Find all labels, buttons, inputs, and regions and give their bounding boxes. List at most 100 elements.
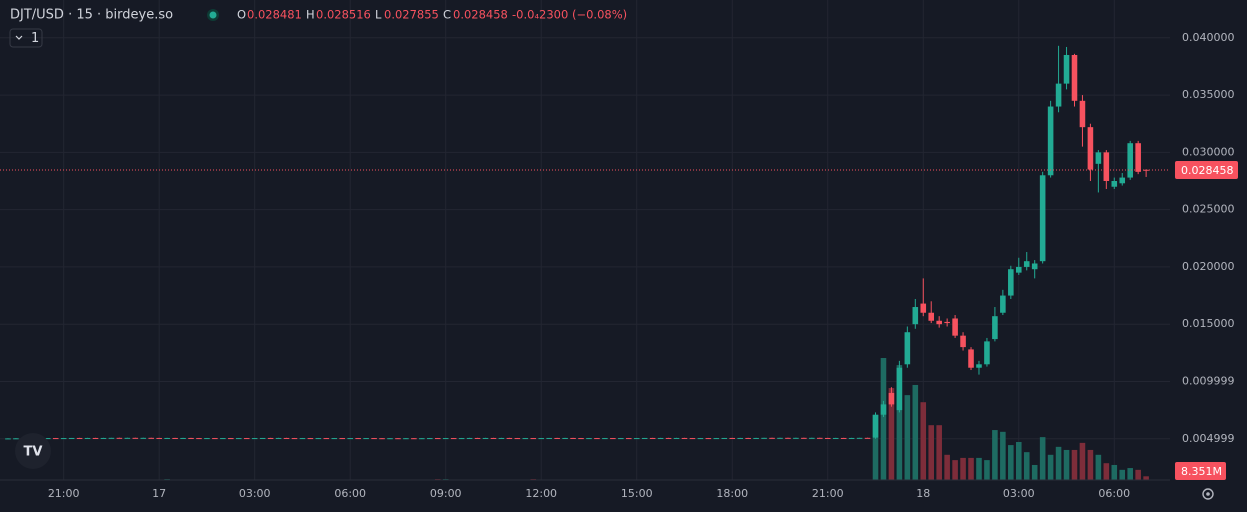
candle-body	[673, 437, 680, 439]
x-tick-label: 06:00	[334, 487, 366, 500]
candle-body	[1111, 181, 1118, 187]
volume-tag	[1175, 462, 1226, 480]
candle-body	[411, 438, 417, 440]
candle-body	[928, 312, 935, 321]
candle-body	[546, 437, 552, 439]
candle-body	[100, 437, 107, 439]
close-label: C	[443, 8, 451, 22]
candle-body	[649, 437, 656, 439]
volume-bar	[1023, 452, 1030, 480]
candle-body	[1095, 152, 1102, 164]
candle-body	[665, 437, 672, 439]
candle-body	[944, 321, 950, 324]
candle-body	[777, 437, 783, 439]
candle-body	[856, 437, 863, 439]
candle-body	[172, 437, 178, 439]
settings-icon[interactable]	[1202, 488, 1214, 500]
candle-body	[498, 437, 505, 439]
low-value: 0.027855	[384, 8, 439, 22]
candle-body	[824, 437, 831, 439]
x-tick-label: 12:00	[525, 487, 557, 500]
y-tick-label: 0.040000	[1182, 31, 1235, 44]
candle-body	[594, 438, 600, 440]
open-label: O	[237, 8, 246, 22]
candle-body	[1015, 266, 1022, 273]
chart-title: DJT/USD · 15 · birdeye.so	[10, 8, 173, 23]
candle-body	[466, 437, 473, 439]
candle-body	[729, 437, 736, 439]
candle-body	[697, 438, 704, 440]
candle-body	[840, 437, 847, 439]
volume-bar	[960, 457, 966, 480]
candle-body	[753, 437, 759, 439]
volume-bar	[984, 460, 990, 480]
candle-body	[307, 438, 314, 440]
candle-body	[1087, 127, 1094, 170]
candle-body	[76, 437, 83, 439]
volume-bar	[1039, 437, 1046, 480]
candle-body	[872, 414, 879, 438]
x-tick-label: 21:00	[48, 487, 80, 500]
volume-bar	[928, 425, 935, 480]
candle-body	[60, 438, 67, 440]
volume-bar	[904, 395, 911, 480]
candle-body	[490, 437, 497, 439]
candle-body	[1079, 100, 1086, 128]
candle-body	[140, 437, 147, 439]
logo[interactable]	[15, 433, 51, 469]
volume-bar	[896, 365, 903, 480]
volume-bar	[1008, 445, 1014, 480]
candle-body	[864, 437, 871, 439]
volume-bar	[952, 460, 958, 480]
candle-body	[1103, 152, 1110, 182]
candle-body	[164, 437, 170, 439]
candle-body	[212, 438, 218, 440]
candle-body	[769, 437, 775, 439]
candle-body	[681, 437, 688, 439]
candle-body	[817, 437, 823, 439]
x-tick-label: 21:00	[812, 487, 844, 500]
volume-bar	[1143, 476, 1149, 480]
volume-bar	[1119, 469, 1126, 480]
candle-body	[848, 437, 855, 439]
volume-bar	[976, 457, 982, 480]
y-tick-label: 0.035000	[1182, 88, 1235, 101]
candle-body	[108, 437, 115, 439]
x-tick-label: 18	[916, 487, 930, 500]
candle-body	[243, 438, 250, 440]
volume-bar	[1111, 464, 1118, 480]
candle-body	[610, 438, 616, 440]
x-tick-label: 06:00	[1098, 487, 1130, 500]
volume-bar	[1103, 463, 1110, 480]
volume-bar	[1071, 449, 1078, 480]
candle-body	[1023, 261, 1030, 267]
candle-body	[1063, 54, 1070, 84]
candle-body	[586, 438, 592, 440]
candle-body	[395, 438, 401, 440]
candle-body	[13, 438, 19, 440]
candle-body	[657, 437, 664, 439]
candle-body	[84, 437, 91, 439]
volume-bar	[920, 402, 927, 480]
interval-button[interactable]	[9, 28, 43, 48]
candle-body	[434, 438, 441, 440]
candle-body	[235, 438, 242, 440]
candle-body	[992, 316, 998, 340]
candle-body	[5, 438, 11, 440]
candle-body	[1055, 83, 1062, 107]
candle-body	[124, 437, 131, 439]
candle-body	[1008, 269, 1014, 296]
candle-body	[713, 438, 720, 440]
candle-body	[625, 438, 632, 440]
x-tick-label: 03:00	[239, 487, 271, 500]
candle-body	[116, 437, 123, 439]
candle-body	[387, 438, 393, 440]
candle-body	[976, 364, 982, 368]
chevron-icon	[15, 35, 23, 40]
candle-body	[888, 392, 895, 405]
candle-body	[522, 438, 529, 440]
candle-body	[506, 437, 513, 439]
close-value: 0.028458	[453, 8, 508, 22]
candle-body	[936, 320, 942, 325]
